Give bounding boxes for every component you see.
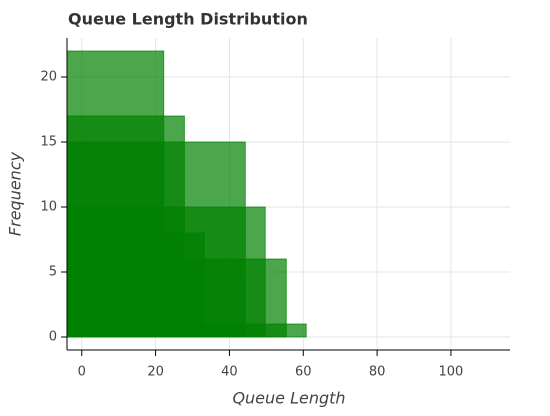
x-tick-label: 0 xyxy=(78,365,86,380)
y-tick-label: 15 xyxy=(40,135,57,150)
chart-title: Queue Length Distribution xyxy=(68,10,308,29)
y-tick-label: 5 xyxy=(49,265,57,280)
y-axis-label: Frequency xyxy=(6,151,25,236)
y-tick-label: 0 xyxy=(49,330,57,345)
x-tick-label: 80 xyxy=(369,365,386,380)
x-tick-label: 20 xyxy=(147,365,164,380)
x-axis-label: Queue Length xyxy=(232,389,345,408)
bar xyxy=(66,323,307,338)
x-tick-label: 40 xyxy=(221,365,238,380)
y-tick-label: 20 xyxy=(40,70,57,85)
y-tick-label: 10 xyxy=(40,200,57,215)
x-tick-label: 60 xyxy=(295,365,312,380)
x-tick-label: 100 xyxy=(439,365,464,380)
